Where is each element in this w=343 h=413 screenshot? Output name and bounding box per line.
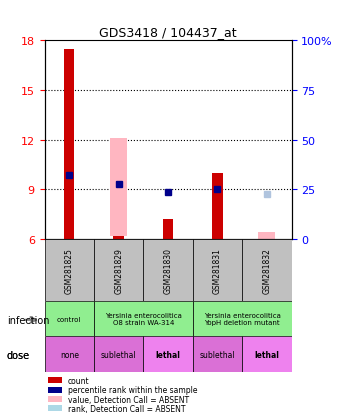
Text: dose: dose xyxy=(7,350,30,360)
FancyBboxPatch shape xyxy=(45,337,94,372)
Text: none: none xyxy=(60,350,79,358)
Text: dose: dose xyxy=(7,350,30,360)
FancyBboxPatch shape xyxy=(94,301,193,337)
Bar xyxy=(47,377,62,383)
Text: rank, Detection Call = ABSENT: rank, Detection Call = ABSENT xyxy=(68,404,186,413)
Text: lethal: lethal xyxy=(255,350,279,358)
Text: percentile rank within the sample: percentile rank within the sample xyxy=(68,385,198,394)
FancyBboxPatch shape xyxy=(193,240,242,301)
Bar xyxy=(64,50,74,240)
Text: Yersinia enterocolitica
O8 strain WA-314: Yersinia enterocolitica O8 strain WA-314 xyxy=(105,313,182,325)
Text: GSM281830: GSM281830 xyxy=(164,247,173,294)
Text: GSM281829: GSM281829 xyxy=(114,248,123,293)
FancyBboxPatch shape xyxy=(94,337,143,372)
FancyBboxPatch shape xyxy=(143,240,193,301)
FancyBboxPatch shape xyxy=(143,337,193,372)
Bar xyxy=(212,173,223,240)
Text: GSM281825: GSM281825 xyxy=(65,248,74,293)
Bar xyxy=(47,396,62,402)
Text: value, Detection Call = ABSENT: value, Detection Call = ABSENT xyxy=(68,394,189,404)
Bar xyxy=(258,233,275,240)
Bar xyxy=(47,387,62,393)
FancyBboxPatch shape xyxy=(193,301,292,337)
FancyBboxPatch shape xyxy=(193,337,242,372)
FancyBboxPatch shape xyxy=(242,240,292,301)
FancyBboxPatch shape xyxy=(242,337,292,372)
Bar xyxy=(47,406,62,411)
Text: sublethal: sublethal xyxy=(200,350,235,358)
Text: Yersinia enterocolitica
YopH deletion mutant: Yersinia enterocolitica YopH deletion mu… xyxy=(204,313,281,325)
FancyBboxPatch shape xyxy=(45,301,94,337)
Text: lethal: lethal xyxy=(156,350,180,358)
Text: GSM281831: GSM281831 xyxy=(213,248,222,293)
Text: infection: infection xyxy=(7,315,49,325)
Bar xyxy=(163,220,173,240)
Text: count: count xyxy=(68,376,90,385)
Bar xyxy=(114,236,124,240)
Title: GDS3418 / 104437_at: GDS3418 / 104437_at xyxy=(99,26,237,39)
Text: sublethal: sublethal xyxy=(101,350,137,358)
FancyBboxPatch shape xyxy=(45,240,94,301)
Text: control: control xyxy=(57,316,82,322)
FancyBboxPatch shape xyxy=(94,240,143,301)
Text: GSM281832: GSM281832 xyxy=(262,248,271,293)
Bar xyxy=(110,139,127,236)
